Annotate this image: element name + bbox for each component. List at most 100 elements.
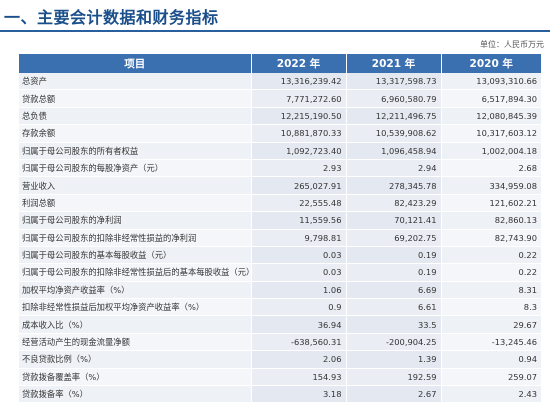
cell-value: 22,555.48 [250, 194, 346, 213]
cell-value: 265,027.91 [250, 176, 346, 195]
row-label: 归属于母公司股东的每股净资产（元） [19, 159, 251, 178]
cell-value: 6.69 [345, 281, 441, 300]
cell-value: 6,960,580.79 [345, 89, 441, 108]
cell-value: 8.31 [440, 281, 541, 300]
column-header-2020: 2020 年 [441, 54, 541, 73]
cell-value: 0.19 [345, 246, 441, 265]
cell-value: 69,202.75 [345, 229, 441, 247]
row-label: 经营活动产生的现金流量净额 [19, 333, 251, 352]
cell-value: 3.18 [250, 385, 346, 404]
column-header-2022: 2022 年 [251, 54, 347, 73]
cell-value: -13,245.46 [440, 333, 541, 352]
cell-value: 0.94 [440, 350, 541, 369]
cell-value: 13,317,598.73 [345, 73, 441, 91]
table-row: 贷款总额 7,771,272.60 6,960,580.79 6,517,894.30 [19, 89, 541, 108]
table-row: 总资产 13,316,239.42 13,317,598.73 13,093,310.… [19, 73, 541, 91]
cell-value: 0.9 [250, 298, 346, 317]
table-row: 归属于母公司股东的基本每股收益（元） 0.03 0.19 0.22 [19, 246, 541, 265]
row-label: 贷款总额 [19, 89, 251, 108]
table-row: 总负债 12,215,190.50 12,211,496.75 12,080,845.… [19, 107, 541, 126]
cell-value: 259.07 [440, 368, 541, 387]
cell-value: 12,211,496.75 [345, 107, 441, 126]
cell-value: 13,316,239.42 [250, 73, 346, 91]
cell-value: 10,881,870.33 [250, 124, 346, 143]
cell-value: 278,345.78 [345, 176, 441, 195]
table-row: 存款余额 10,881,870.33 10,539,908.62 10,317,603… [19, 124, 541, 143]
cell-value: 1.39 [345, 350, 441, 369]
cell-value: 1,092,723.40 [250, 142, 346, 160]
cell-value: 0.22 [440, 263, 541, 282]
cell-value: 2.67 [345, 385, 441, 404]
cell-value: 6,517,894.30 [440, 89, 541, 108]
row-label: 归属于母公司股东的所有者权益 [19, 142, 251, 160]
table-body: 总资产 13,316,239.42 13,317,598.73 13,093,310.… [19, 73, 541, 404]
cell-value: 82,423.29 [345, 194, 441, 213]
table-header-row: 项目 2022 年 2021 年 2020 年 [19, 54, 541, 73]
title-divider [0, 30, 550, 32]
cell-value: 1.06 [250, 281, 346, 300]
table-row: 归属于母公司股东的扣除非经常性损益后的基本每股收益（元） 0.03 0.19 0.22 [19, 263, 541, 282]
cell-value: 10,539,908.62 [345, 124, 441, 143]
cell-value: 70,121.41 [345, 211, 441, 230]
cell-value: 2.94 [345, 159, 441, 178]
row-label: 存款余额 [19, 124, 251, 143]
row-label: 营业收入 [19, 176, 251, 195]
cell-value: 10,317,603.12 [440, 124, 541, 143]
cell-value: 29.67 [440, 315, 541, 334]
cell-value: 12,080,845.39 [440, 107, 541, 126]
cell-value: -638,560.31 [250, 333, 346, 352]
cell-value: 7,771,272.60 [250, 89, 346, 108]
cell-value: 33.5 [345, 315, 441, 334]
cell-value: 12,215,190.50 [250, 107, 346, 126]
cell-value: 82,743.90 [440, 229, 541, 247]
unit-label: 单位：人民币万元 [480, 40, 544, 49]
cell-value: 6.61 [345, 298, 441, 317]
row-label: 总负债 [19, 107, 251, 126]
cell-value: 1,096,458.94 [345, 142, 441, 160]
row-label: 归属于母公司股东的扣除非经常性损益后的基本每股收益（元） [19, 263, 251, 282]
cell-value: 2.68 [440, 159, 541, 178]
table-row: 归属于母公司股东的扣除非经常性损益的净利润 9,798.81 69,202.75 82… [19, 229, 541, 247]
table-row: 归属于母公司股东的净利润 11,559.56 70,121.41 82,860.13 [19, 211, 541, 230]
cell-value: 1,002,004.18 [440, 142, 541, 160]
cell-value: 0.03 [250, 246, 346, 265]
row-label: 贷款拨备率（%） [19, 385, 251, 404]
section-header: 一、主要会计数据和财务指标 [0, 0, 550, 28]
cell-value: 334,959.08 [440, 176, 541, 195]
cell-value: 121,602.21 [440, 194, 541, 213]
cell-value: 2.93 [250, 159, 346, 178]
cell-value: 36.94 [250, 315, 346, 334]
financial-indicators-table: 项目 2022 年 2021 年 2020 年 总资产 13,316,239.42… [19, 54, 541, 404]
row-label: 扣除非经常性损益后加权平均净资产收益率（%） [19, 298, 251, 317]
cell-value: 9,798.81 [250, 229, 346, 247]
row-label: 总资产 [19, 73, 251, 91]
table-row: 不良贷款比例（%） 2.06 1.39 0.94 [19, 350, 541, 369]
table-row: 贷款拨备率（%） 3.18 2.67 2.43 [19, 385, 541, 404]
cell-value: 192.59 [345, 368, 441, 387]
column-header-item: 项目 [19, 54, 252, 73]
section-title: 一、主要会计数据和财务指标 [4, 8, 219, 27]
row-label: 归属于母公司股东的净利润 [19, 211, 251, 230]
column-header-2021: 2021 年 [346, 54, 442, 73]
table-row: 扣除非经常性损益后加权平均净资产收益率（%） 0.9 6.61 8.3 [19, 298, 541, 317]
row-label: 成本收入比（%） [19, 315, 251, 334]
table-row: 经营活动产生的现金流量净额 -638,560.31 -200,904.25 -13,2… [19, 333, 541, 352]
cell-value: 13,093,310.66 [440, 73, 541, 91]
cell-value: 8.3 [440, 298, 541, 317]
table-row: 归属于母公司股东的所有者权益 1,092,723.40 1,096,458.94 1,… [19, 142, 541, 160]
table-row: 贷款拨备覆盖率（%） 154.93 192.59 259.07 [19, 368, 541, 387]
cell-value: 2.06 [250, 350, 346, 369]
cell-value: 0.22 [440, 246, 541, 265]
cell-value: 0.03 [250, 263, 346, 282]
table-row: 营业收入 265,027.91 278,345.78 334,959.08 [19, 176, 541, 195]
row-label: 归属于母公司股东的扣除非经常性损益的净利润 [19, 229, 251, 247]
row-label: 归属于母公司股东的基本每股收益（元） [19, 246, 251, 265]
row-label: 贷款拨备覆盖率（%） [19, 368, 251, 387]
table-row: 加权平均净资产收益率（%） 1.06 6.69 8.31 [19, 281, 541, 300]
cell-value: 2.43 [440, 385, 541, 404]
row-label: 加权平均净资产收益率（%） [19, 281, 251, 300]
cell-value: 154.93 [250, 368, 346, 387]
table-row: 成本收入比（%） 36.94 33.5 29.67 [19, 315, 541, 334]
table-row: 归属于母公司股东的每股净资产（元） 2.93 2.94 2.68 [19, 159, 541, 178]
cell-value: -200,904.25 [345, 333, 441, 352]
